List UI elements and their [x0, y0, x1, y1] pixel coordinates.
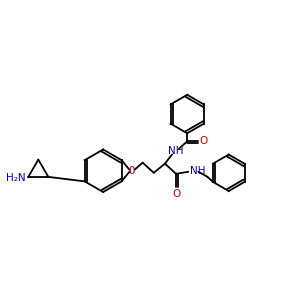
Text: O: O [199, 136, 208, 146]
Text: H₂N: H₂N [6, 173, 25, 183]
Text: NH: NH [190, 166, 206, 176]
Text: NH: NH [168, 146, 184, 155]
Text: O: O [128, 166, 135, 176]
Text: O: O [172, 189, 180, 199]
